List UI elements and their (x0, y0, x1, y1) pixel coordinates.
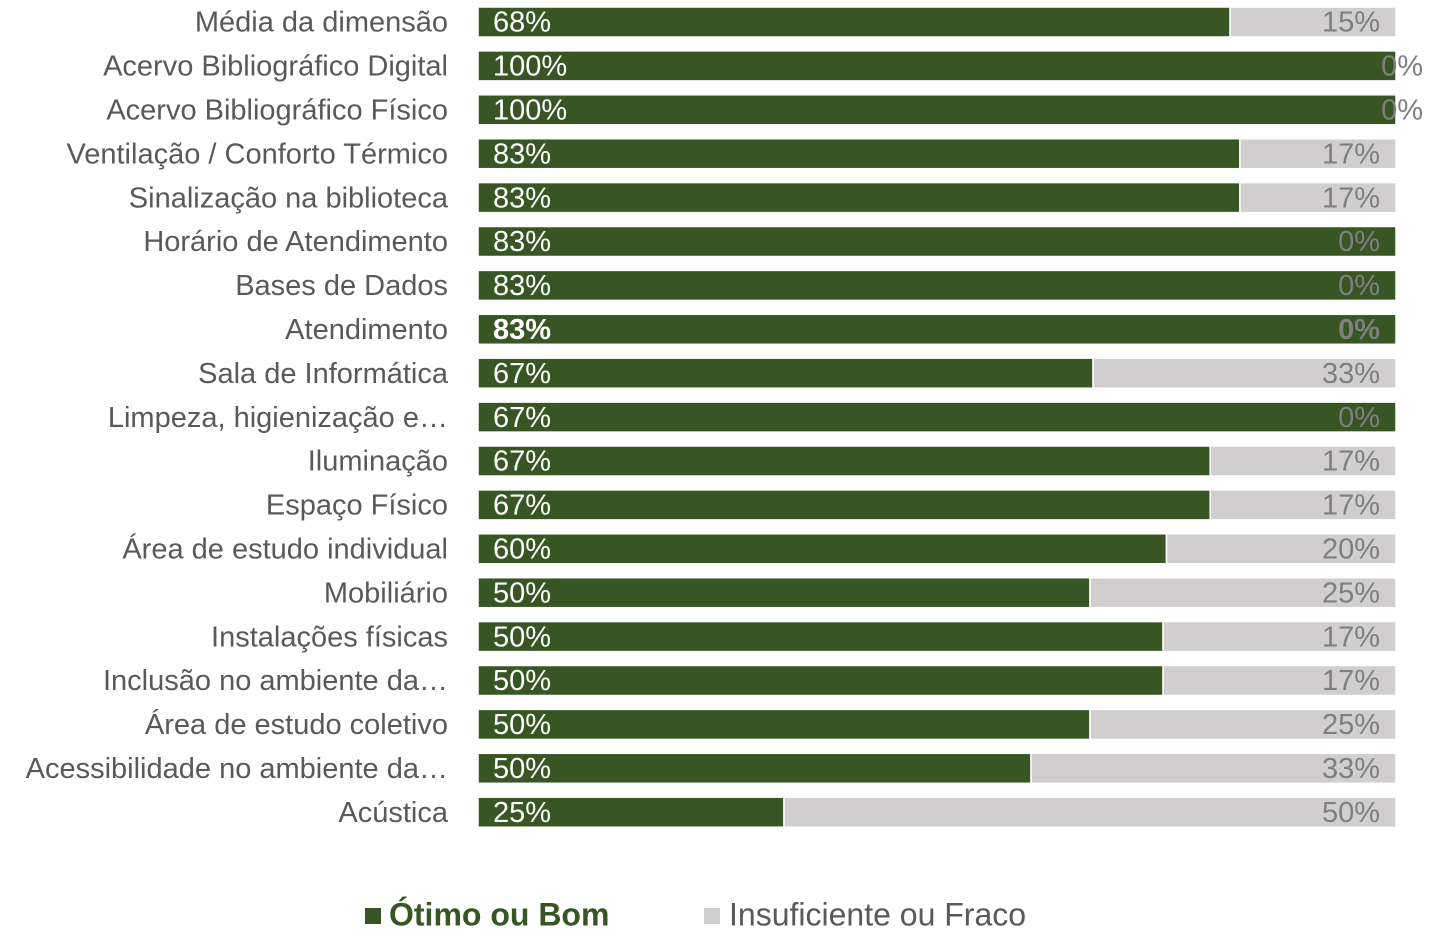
category-label: Atendimento (285, 314, 448, 346)
value-label: 83% (493, 138, 551, 170)
bar-segment (1209, 489, 1397, 521)
category-label: Sinalização na biblioteca (129, 182, 449, 214)
value-label: 68% (493, 7, 551, 39)
value-label: 50% (493, 577, 551, 609)
bar-segment (477, 796, 785, 828)
value-label: 25% (1322, 709, 1380, 741)
bar-segment (477, 664, 1164, 697)
value-label: 50% (493, 709, 551, 741)
bar-segment (1162, 620, 1397, 653)
bar-segment (477, 445, 1211, 477)
bar-segment (1089, 576, 1397, 609)
value-label: 50% (493, 621, 551, 653)
category-label: Bases de Dados (235, 270, 448, 302)
value-label: 0% (1338, 402, 1380, 434)
value-label: 83% (493, 226, 551, 258)
bar-segment (477, 576, 1091, 609)
category-label: Ventilação / Conforto Térmico (67, 138, 449, 170)
category-label: Sala de Informática (198, 358, 449, 390)
bar-segment (477, 181, 1241, 214)
bar-segment (477, 50, 1397, 82)
bar-segment (1089, 708, 1397, 741)
legend-label: Ótimo ou Bom (389, 896, 609, 932)
value-label: 17% (1322, 446, 1380, 478)
value-label: 0% (1381, 51, 1423, 83)
category-label: Limpeza, higienização e… (108, 402, 448, 434)
category-label: Mobiliário (324, 577, 448, 609)
category-label: Acessibilidade no ambiente da… (26, 753, 448, 785)
legend-swatch (365, 908, 381, 924)
category-label: Instalações físicas (211, 621, 448, 653)
bar-segment (477, 752, 1032, 785)
value-label: 0% (1338, 270, 1380, 302)
bar-segment (477, 313, 1397, 346)
value-label: 17% (1322, 490, 1380, 522)
value-label: 83% (493, 270, 551, 302)
legend-swatch (704, 908, 720, 924)
value-label: 100% (493, 94, 567, 126)
bar-segment (477, 401, 1397, 433)
bar-segment (1030, 752, 1397, 785)
legend-label: Insuficiente ou Fraco (729, 896, 1026, 932)
value-label: 100% (493, 51, 567, 83)
value-label: 0% (1338, 226, 1380, 258)
bar-segment (1092, 357, 1397, 389)
value-label: 33% (1322, 358, 1380, 390)
value-label: 33% (1322, 753, 1380, 785)
bar-segment (477, 137, 1241, 170)
value-label: 83% (493, 182, 551, 214)
category-label: Iluminação (308, 446, 448, 478)
value-label: 67% (493, 446, 551, 478)
category-label: Inclusão no ambiente da… (103, 665, 448, 697)
value-label: 17% (1322, 182, 1380, 214)
category-label: Área de estudo individual (122, 532, 448, 565)
bar-segment (1209, 445, 1397, 477)
category-label: Acervo Bibliográfico Físico (106, 94, 448, 126)
value-label: 17% (1322, 138, 1380, 170)
value-label: 67% (493, 490, 551, 522)
category-label: Acústica (338, 797, 448, 829)
value-label: 67% (493, 358, 551, 390)
category-label: Média da dimensão (195, 7, 448, 39)
category-label: Área de estudo coletivo (145, 708, 448, 741)
bar-segment (477, 708, 1091, 741)
category-label: Horário de Atendimento (143, 226, 448, 258)
bar-segment (477, 269, 1397, 302)
value-label: 50% (493, 753, 551, 785)
category-label: Espaço Físico (266, 490, 448, 522)
value-label: 50% (1322, 797, 1380, 829)
value-label: 83% (493, 314, 551, 346)
bar-segment (477, 489, 1211, 521)
bar-segment (477, 533, 1168, 565)
category-label: Acervo Bibliográfico Digital (103, 51, 448, 83)
bar-segment (1162, 664, 1397, 697)
value-label: 25% (1322, 577, 1380, 609)
value-label: 25% (493, 797, 551, 829)
bar-segment (783, 796, 1397, 828)
value-label: 67% (493, 402, 551, 434)
bar-segment (477, 225, 1397, 258)
bar-segment (1239, 181, 1397, 214)
value-label: 15% (1322, 7, 1380, 39)
bar-segment (477, 6, 1231, 38)
value-label: 0% (1381, 94, 1423, 126)
value-label: 0% (1338, 314, 1380, 346)
value-label: 60% (493, 533, 551, 565)
bar-segment (477, 357, 1094, 389)
bar-segment (1165, 533, 1397, 565)
value-label: 20% (1322, 533, 1380, 565)
value-label: 17% (1322, 665, 1380, 697)
bar-segment (477, 620, 1164, 653)
bar-segment (477, 94, 1397, 126)
bar-segment (1229, 6, 1397, 38)
bar-segment (1239, 137, 1397, 170)
value-label: 17% (1322, 621, 1380, 653)
value-label: 50% (493, 665, 551, 697)
